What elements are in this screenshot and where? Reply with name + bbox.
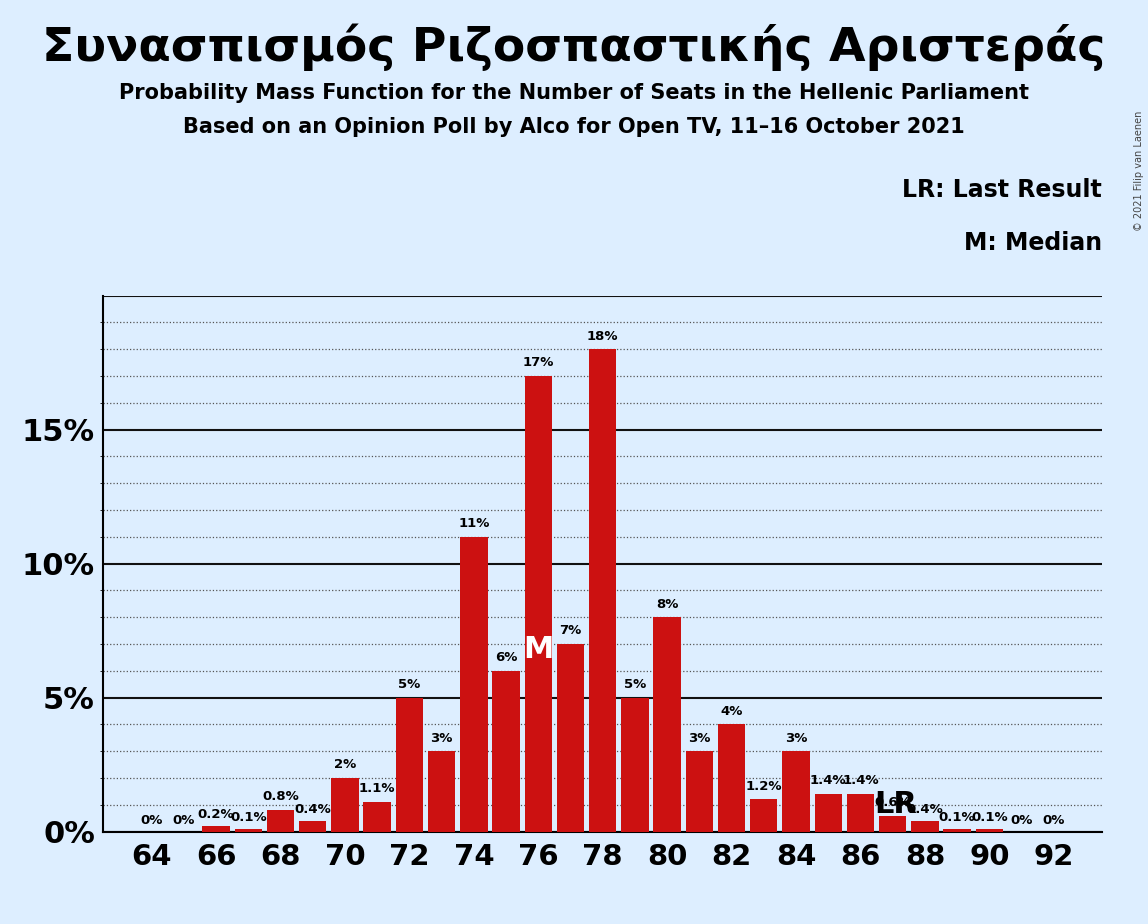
Bar [492,671,520,832]
Text: 0.8%: 0.8% [262,790,298,804]
Bar [653,617,681,832]
Text: 6%: 6% [495,651,518,664]
Text: 0.6%: 0.6% [875,796,912,808]
Text: Based on an Opinion Poll by Alco for Open TV, 11–16 October 2021: Based on an Opinion Poll by Alco for Ope… [184,117,964,138]
Bar [847,794,874,832]
Text: 0%: 0% [172,814,195,827]
Text: 0.4%: 0.4% [294,803,331,816]
Text: 1.1%: 1.1% [359,783,395,796]
Bar [266,810,294,832]
Text: 4%: 4% [721,705,743,718]
Bar [557,644,584,832]
Text: Συνασπισμός Ριζοσπαστικής Αριστεράς: Συνασπισμός Ριζοσπαστικής Αριστεράς [42,23,1106,70]
Text: M: Median: M: Median [964,231,1102,255]
Bar [364,802,390,832]
Text: 11%: 11% [458,517,489,530]
Bar [912,821,939,832]
Text: 1.4%: 1.4% [809,774,846,787]
Text: 0.2%: 0.2% [197,808,234,821]
Text: 0%: 0% [140,814,163,827]
Text: 1.2%: 1.2% [745,780,782,793]
Text: 18%: 18% [587,330,619,343]
Bar [202,826,230,832]
Bar [976,829,1003,832]
Text: 0.1%: 0.1% [939,811,976,824]
Bar [621,698,649,832]
Text: 8%: 8% [656,598,678,611]
Text: M: M [523,635,553,663]
Bar [298,821,326,832]
Bar [815,794,841,832]
Text: 3%: 3% [785,732,807,745]
Bar [589,349,616,832]
Text: LR: LR [875,790,917,820]
Bar [428,751,456,832]
Bar [782,751,809,832]
Text: 0%: 0% [1042,814,1065,827]
Bar [525,376,552,832]
Text: 0.4%: 0.4% [907,803,944,816]
Text: 5%: 5% [623,678,646,691]
Bar [332,778,358,832]
Bar [396,698,424,832]
Text: 3%: 3% [688,732,711,745]
Text: © 2021 Filip van Laenen: © 2021 Filip van Laenen [1134,111,1143,231]
Bar [718,724,745,832]
Text: LR: Last Result: LR: Last Result [902,177,1102,201]
Text: 1.4%: 1.4% [843,774,878,787]
Text: 7%: 7% [559,625,582,638]
Bar [685,751,713,832]
Text: 0%: 0% [1010,814,1033,827]
Bar [879,816,907,832]
Bar [234,829,262,832]
Text: 17%: 17% [522,357,554,370]
Text: 2%: 2% [334,759,356,772]
Bar [944,829,971,832]
Bar [460,537,488,832]
Text: 0.1%: 0.1% [971,811,1008,824]
Text: 5%: 5% [398,678,420,691]
Text: 0.1%: 0.1% [230,811,266,824]
Text: 3%: 3% [430,732,452,745]
Bar [750,799,777,832]
Text: Probability Mass Function for the Number of Seats in the Hellenic Parliament: Probability Mass Function for the Number… [119,83,1029,103]
